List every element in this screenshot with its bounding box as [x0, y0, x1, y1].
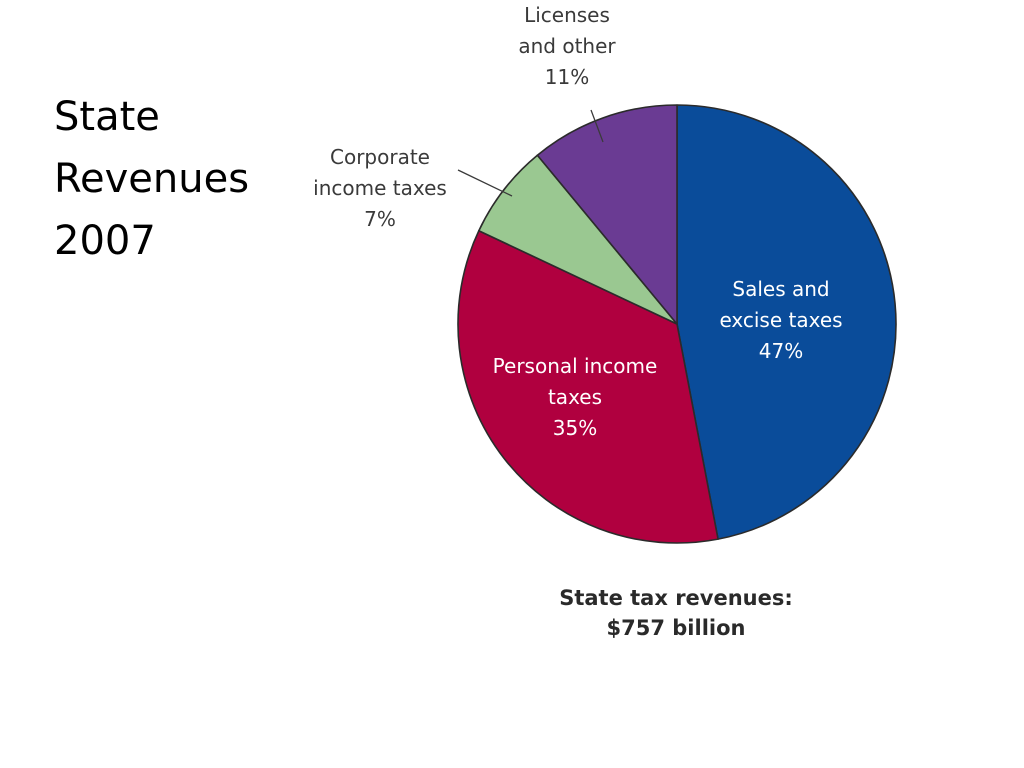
slice-label: Personal income taxes 35% [493, 354, 658, 440]
pie-slice [457, 229, 719, 544]
slice-label-line: Licenses [524, 3, 610, 27]
slide-title-line: 2007 [54, 218, 156, 264]
slice-label-line: income taxes [313, 176, 447, 200]
slice-value-label: 7% [364, 207, 396, 231]
slice-label-line: Personal income [493, 354, 658, 378]
slice-label-line: and other [518, 34, 616, 58]
slide-title-line: State [54, 94, 160, 140]
slice-label-line: Corporate [330, 145, 430, 169]
pie-slice [676, 104, 897, 540]
slice-label: Sales and excise taxes 47% [719, 277, 842, 363]
slice-label: Licenses and other 11% [518, 3, 616, 89]
chart-caption-text: State tax revenues: $757 billion [559, 586, 793, 640]
slice-value-label: 11% [545, 65, 589, 89]
chart-caption-line: $757 billion [607, 616, 746, 640]
pie-slice [536, 104, 678, 325]
pie-slices [457, 104, 897, 544]
slide-title: State Revenues 2007 [54, 86, 294, 272]
leader-line [590, 109, 604, 143]
slide-title-line: Revenues [54, 156, 250, 202]
slice-label: Corporate income taxes 7% [313, 145, 447, 231]
slice-label-line: taxes [548, 385, 602, 409]
slice-label-line: excise taxes [719, 308, 842, 332]
chart-caption-line: State tax revenues: [559, 586, 793, 610]
slice-value-label: 35% [553, 416, 597, 440]
slice-labels: Sales and excise taxes 47% Personal income t… [313, 3, 842, 440]
slice-label-line: Sales and [732, 277, 829, 301]
leader-lines [457, 109, 604, 197]
slice-value-label: 47% [759, 339, 803, 363]
chart-caption: State tax revenues: $757 billion [559, 586, 793, 640]
leader-line [457, 169, 513, 197]
